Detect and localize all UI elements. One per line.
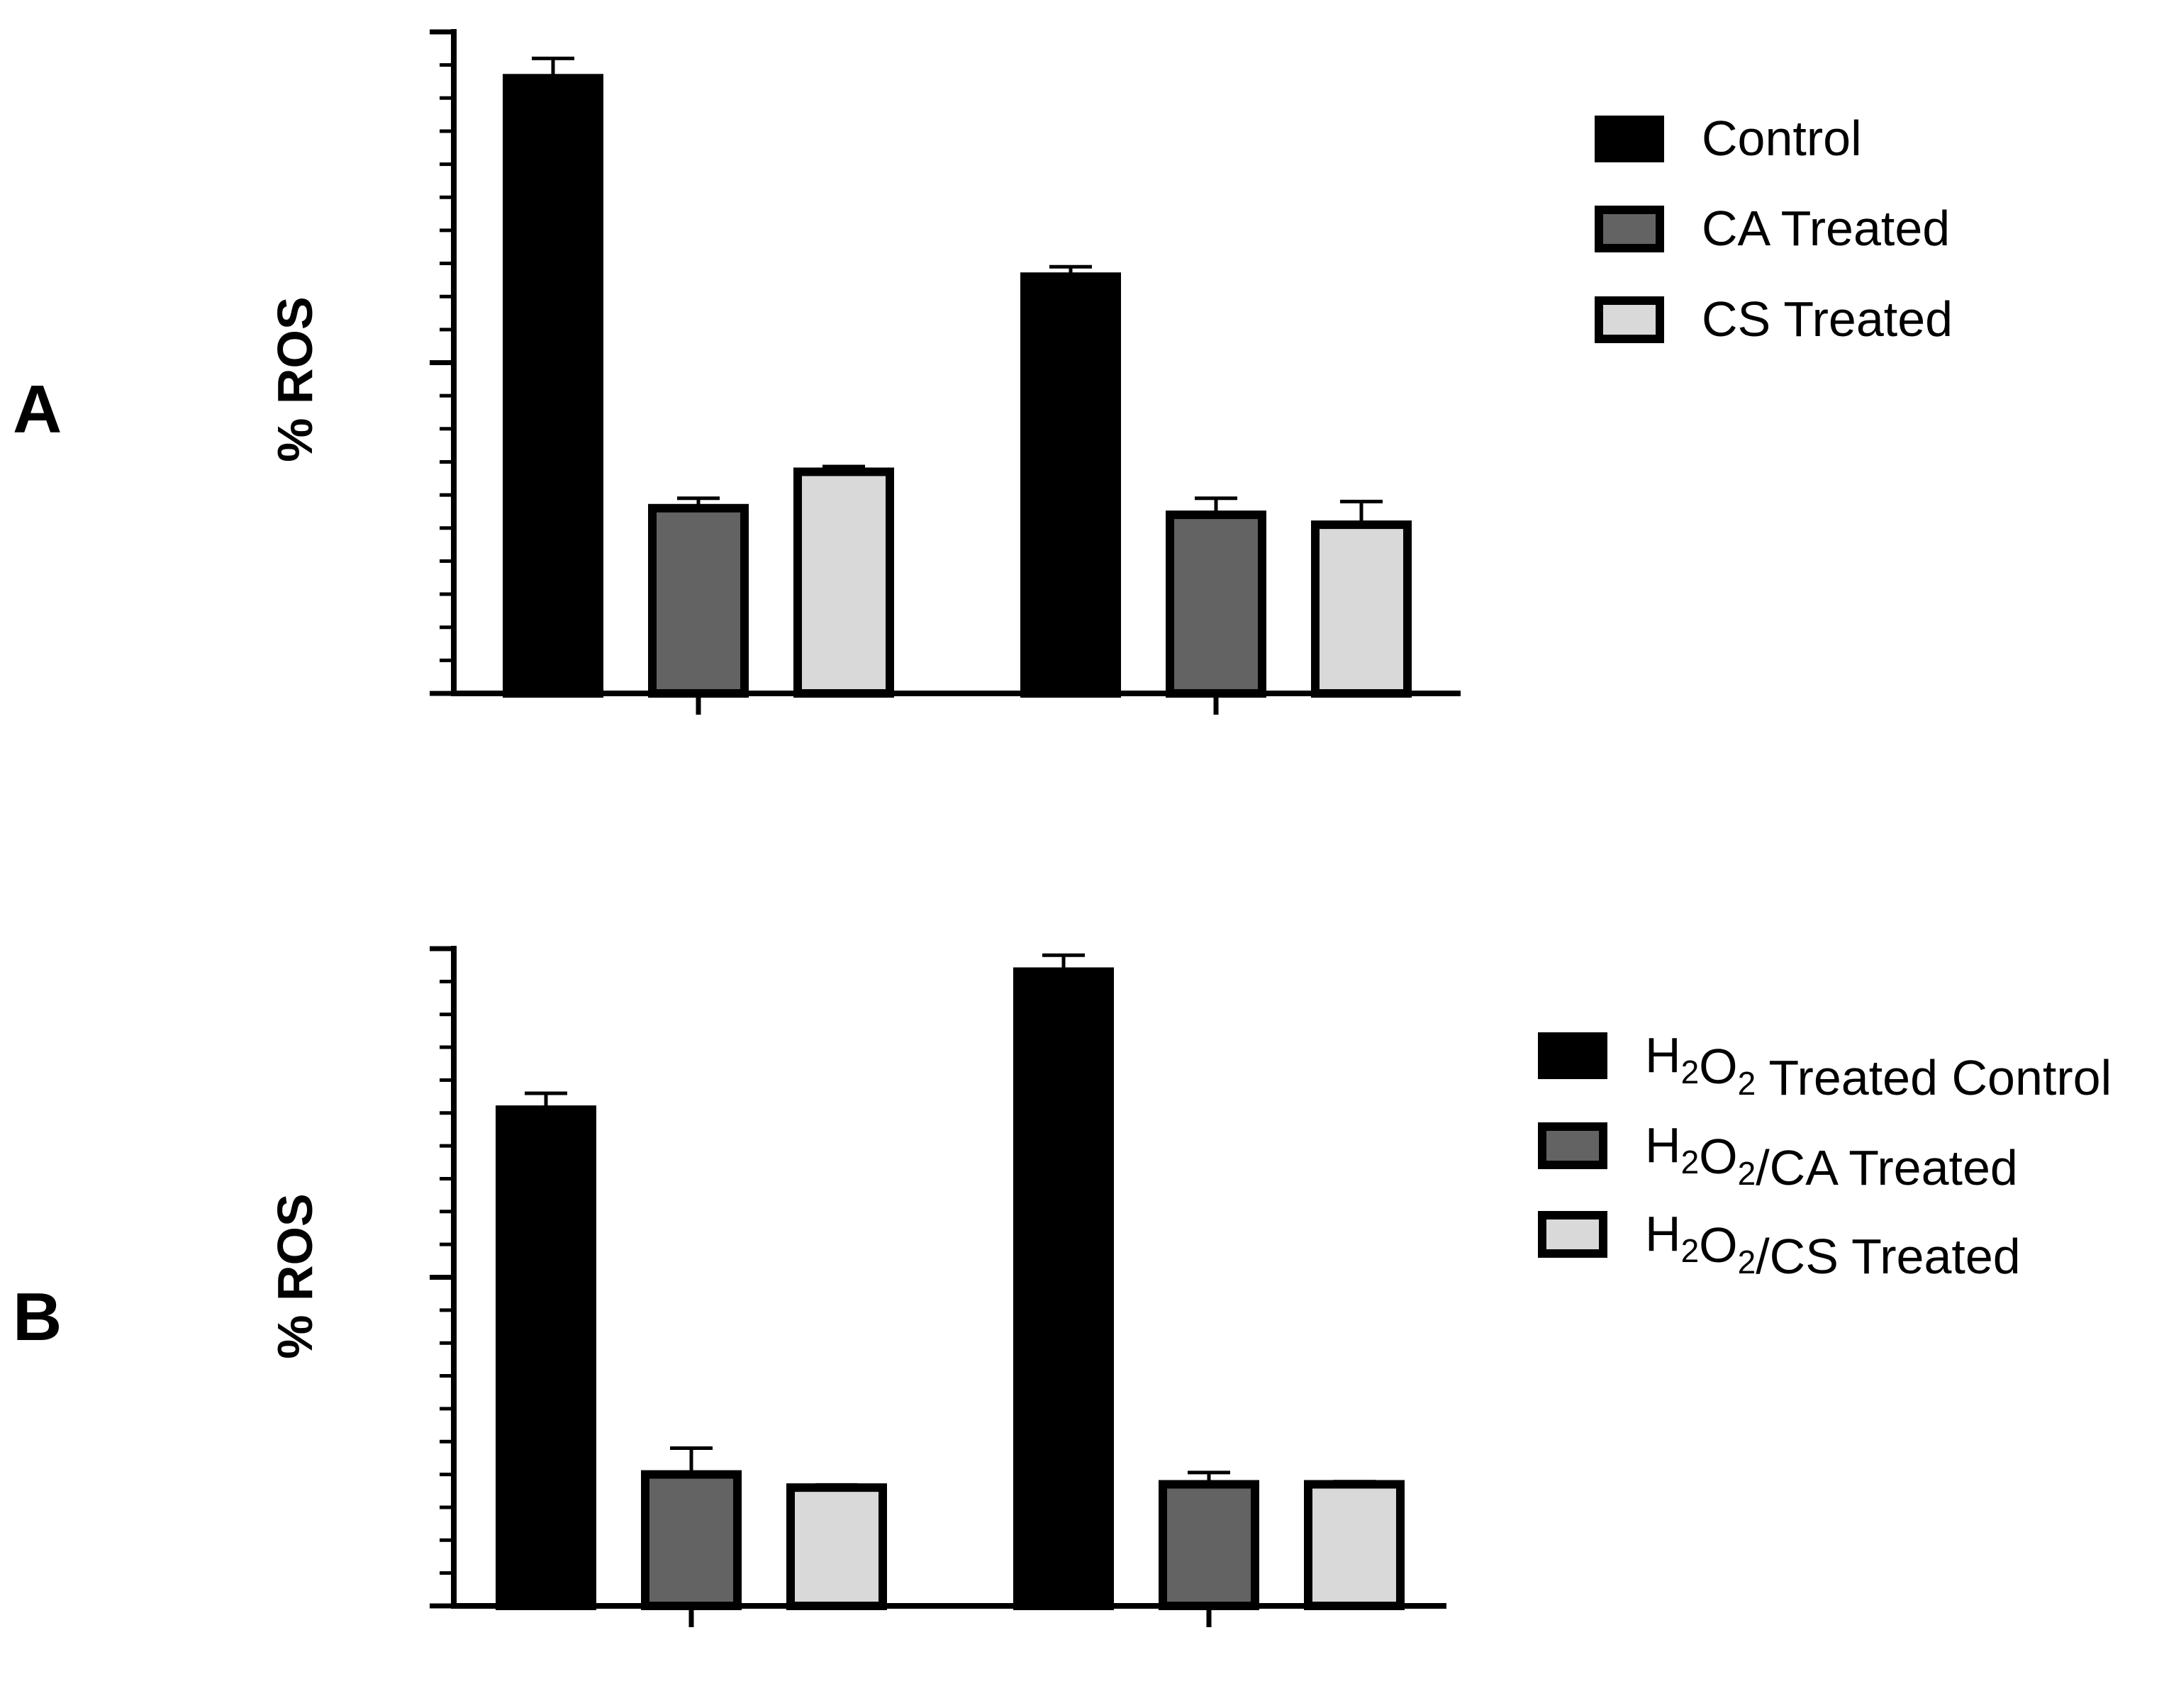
bar-control xyxy=(1013,967,1114,1610)
bar-ca xyxy=(641,1470,742,1611)
legend-swatch xyxy=(1595,206,1664,252)
bar-control xyxy=(503,74,603,698)
bar-ca xyxy=(1159,1480,1259,1610)
legend-subscript: 2 xyxy=(1681,1232,1700,1269)
legend-text: H xyxy=(1645,1027,1681,1083)
legend-swatch xyxy=(1538,1211,1607,1258)
legend-text: Control xyxy=(1702,111,1862,166)
bar-ca xyxy=(1166,510,1266,698)
legend-label: Control xyxy=(1702,111,1862,166)
legend-label: CS Treated xyxy=(1702,291,1953,347)
bar-control xyxy=(1020,272,1121,698)
bar-cs xyxy=(786,1483,887,1610)
legend-text: /CS Treated xyxy=(1756,1229,2021,1284)
legend-subscript: 2 xyxy=(1738,1065,1756,1102)
bar-cs xyxy=(793,467,894,698)
y-axis-label-b: % ROS xyxy=(267,1193,323,1358)
bar-cs xyxy=(1311,520,1412,698)
legend-text: H xyxy=(1645,1206,1681,1261)
bar-cs xyxy=(1304,1480,1405,1610)
legend-subscript: 2 xyxy=(1681,1054,1700,1090)
panel-letter-b: B xyxy=(13,1279,62,1355)
y-axis-label-a: % ROS xyxy=(267,296,323,462)
legend-swatch xyxy=(1595,296,1664,343)
legend-subscript: 2 xyxy=(1738,1155,1756,1192)
legend-text: O xyxy=(1699,1129,1737,1184)
legend-label: H2O2/CA Treated xyxy=(1645,1117,2018,1195)
legend-label: CA Treated xyxy=(1702,201,1950,256)
legend-text: O xyxy=(1699,1217,1737,1273)
bar-ca xyxy=(648,503,749,698)
legend-text: CA Treated xyxy=(1702,201,1950,256)
legend-swatch xyxy=(1595,116,1664,162)
panel-a: A % ROS Control CA Treated CS Treated xyxy=(13,29,1953,715)
panel-letter-a: A xyxy=(13,372,62,447)
legend-text: CS Treated xyxy=(1702,291,1953,347)
legend-text: O xyxy=(1699,1039,1737,1094)
legend-text: /CA Treated xyxy=(1756,1140,2018,1195)
legend-subscript: 2 xyxy=(1738,1244,1756,1280)
legend-text: H xyxy=(1645,1117,1681,1173)
legend-text: Treated Control xyxy=(1756,1050,2112,1105)
bar-control xyxy=(496,1105,596,1610)
legend-label: H2O2 Treated Control xyxy=(1645,1027,2112,1105)
legend-swatch xyxy=(1538,1032,1607,1079)
legend-subscript: 2 xyxy=(1681,1144,1700,1180)
legend-label: H2O2/CS Treated xyxy=(1645,1206,2021,1284)
legend-swatch xyxy=(1538,1122,1607,1169)
